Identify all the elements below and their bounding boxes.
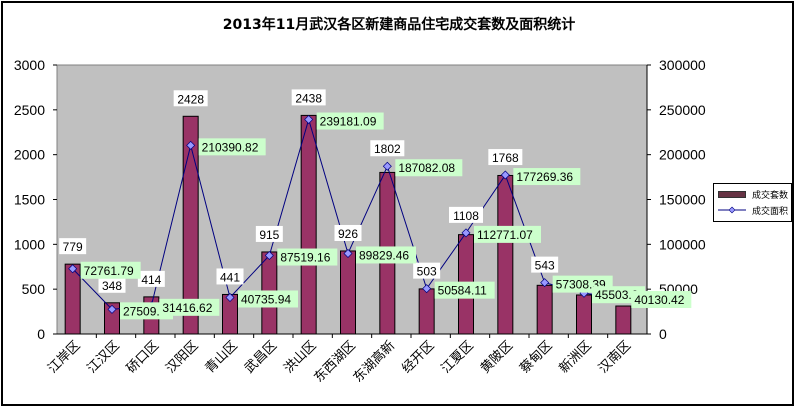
y-tick-label: 0 [37,326,45,342]
x-category-label: 蔡甸区 [517,338,555,376]
bar [418,288,435,335]
bar-value-label: 1802 [374,142,401,156]
line-marker [422,284,432,294]
line-marker [382,161,392,171]
x-category-label: 汉南区 [595,338,634,377]
line-value-label: 239181.09 [320,115,377,129]
bar-value-label: 2438 [295,91,322,105]
line-value-label: 50584.11 [438,284,487,298]
line-value-label: 31416.62 [162,301,212,315]
bar [497,174,514,335]
bar-value-label: 926 [338,227,358,241]
legend: 成交套数 成交面积 [713,183,792,222]
line-value-label: 45503.9 [595,288,639,302]
bar-swatch-icon [718,190,746,198]
x-category-label: 江夏区 [439,338,477,376]
y-tick-label: 3000 [14,57,45,73]
bar [64,263,81,335]
line-marker [304,115,314,125]
bar [340,250,356,335]
bar-value-label: 1768 [492,151,519,165]
bar-value-label: 441 [220,270,240,284]
line-value-label: 210390.82 [202,140,259,154]
x-category-label: 汉阳区 [163,338,201,376]
bar [300,114,317,335]
bar-value-label: 348 [102,279,122,293]
line-value-label: 89829.46 [359,248,409,262]
bar-value-label: 543 [535,259,555,273]
line-value-label: 112771.07 [477,228,533,242]
x-category-label: 洪山区 [281,338,319,376]
line-marker [540,278,550,288]
y-tick-label: 500 [22,281,46,297]
y-tick-label: 2000 [14,147,45,163]
line-marker [186,140,196,150]
bar-value-label: 779 [63,240,83,254]
line-marker [500,170,510,180]
y2-tick-label: 250000 [659,102,706,118]
x-category-label: 武昌区 [242,338,280,376]
chart-title: 2013年11月武汉各区新建商品住宅成交套数及面积统计 [222,17,576,33]
line-marker [461,228,471,238]
x-category-label: 青山区 [203,338,241,376]
line-marker-icon [718,206,746,214]
y2-tick-label: 150000 [659,192,706,208]
line-value-label: 40735.94 [241,292,291,306]
legend-item-bar: 成交套数 [718,187,788,201]
line-value-label: 40130.42 [634,293,684,307]
x-category-label: 黄陂区 [477,338,516,377]
bar [182,115,199,335]
y2-tick-label: 300000 [659,57,706,73]
y2-tick-label: 0 [659,326,667,342]
line-value-label: 177269.36 [516,170,573,184]
legend-line-label: 成交面积 [752,206,789,217]
y-tick-label: 2500 [14,102,45,118]
bar [536,284,553,335]
x-category-label: 东湖高新 [350,338,398,386]
line-value-label: 187082.08 [398,161,455,175]
line-marker [343,248,353,258]
bar-value-label: 1108 [453,209,479,223]
bar-value-label: 915 [259,228,279,242]
legend-bar-label: 成交套数 [752,190,789,201]
line-value-label: 72761.79 [84,264,134,278]
line-marker [68,264,78,274]
line-marker [225,292,235,302]
line-value-label: 27509.5 [123,304,167,318]
bar-value-label: 2428 [177,92,204,106]
x-category-label: 江汉区 [85,338,123,376]
x-category-label: 经开区 [399,338,437,376]
x-category-label: 东西湖区 [311,338,358,385]
bar [576,294,592,335]
y-tick-label: 1500 [14,192,45,208]
bar [615,305,632,335]
legend-item-line: 成交面积 [718,203,788,217]
y2-tick-label: 200000 [659,147,706,163]
x-category-label: 硚口区 [124,338,162,376]
line-value-label: 87519.16 [280,251,330,265]
bar-value-label: 503 [417,265,437,279]
x-category-label: 江岸区 [45,338,83,376]
line-marker [107,304,117,314]
bar-value-label: 414 [141,273,161,287]
y-tick-label: 1000 [14,236,45,252]
line-marker [264,251,274,261]
x-category-label: 新洲区 [556,338,595,377]
y2-tick-label: 100000 [659,236,706,252]
bar [104,302,120,335]
